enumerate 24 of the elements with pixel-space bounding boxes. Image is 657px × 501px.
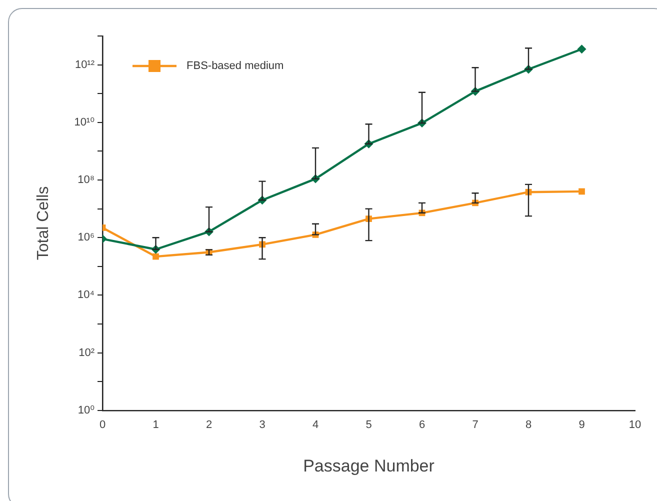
point [578, 188, 585, 195]
x-tick-label: 9 [578, 419, 585, 432]
y-tick-label: 10⁸ [78, 174, 95, 186]
x-tick-label: 2 [206, 419, 212, 432]
x-tick-label: 4 [312, 419, 319, 432]
y-axis-title: Total Cells [35, 186, 52, 260]
x-tick-label: 8 [525, 419, 532, 432]
y-tick-label: 10² [78, 346, 95, 359]
x-tick-label: 0 [99, 419, 106, 432]
x-tick-label: 7 [472, 419, 478, 432]
y-tick-label: 10¹⁰ [74, 116, 96, 128]
y-tick-label: 10¹² [74, 58, 95, 71]
legend-label: FBS-based medium [186, 60, 284, 72]
y-tick-label: 10⁰ [78, 404, 96, 416]
x-tick-label: 1 [152, 419, 159, 432]
x-tick-label: 5 [366, 419, 372, 432]
point [577, 44, 586, 54]
x-tick-label: 6 [418, 419, 426, 432]
x-tick-label: 3 [259, 419, 266, 432]
y-tick-label: 10⁶ [78, 232, 95, 244]
y-tick-label: 10⁴ [78, 289, 95, 302]
point [152, 253, 159, 260]
x-tick-label: 10 [628, 419, 642, 432]
x-axis-title: Passage Number [303, 456, 435, 476]
